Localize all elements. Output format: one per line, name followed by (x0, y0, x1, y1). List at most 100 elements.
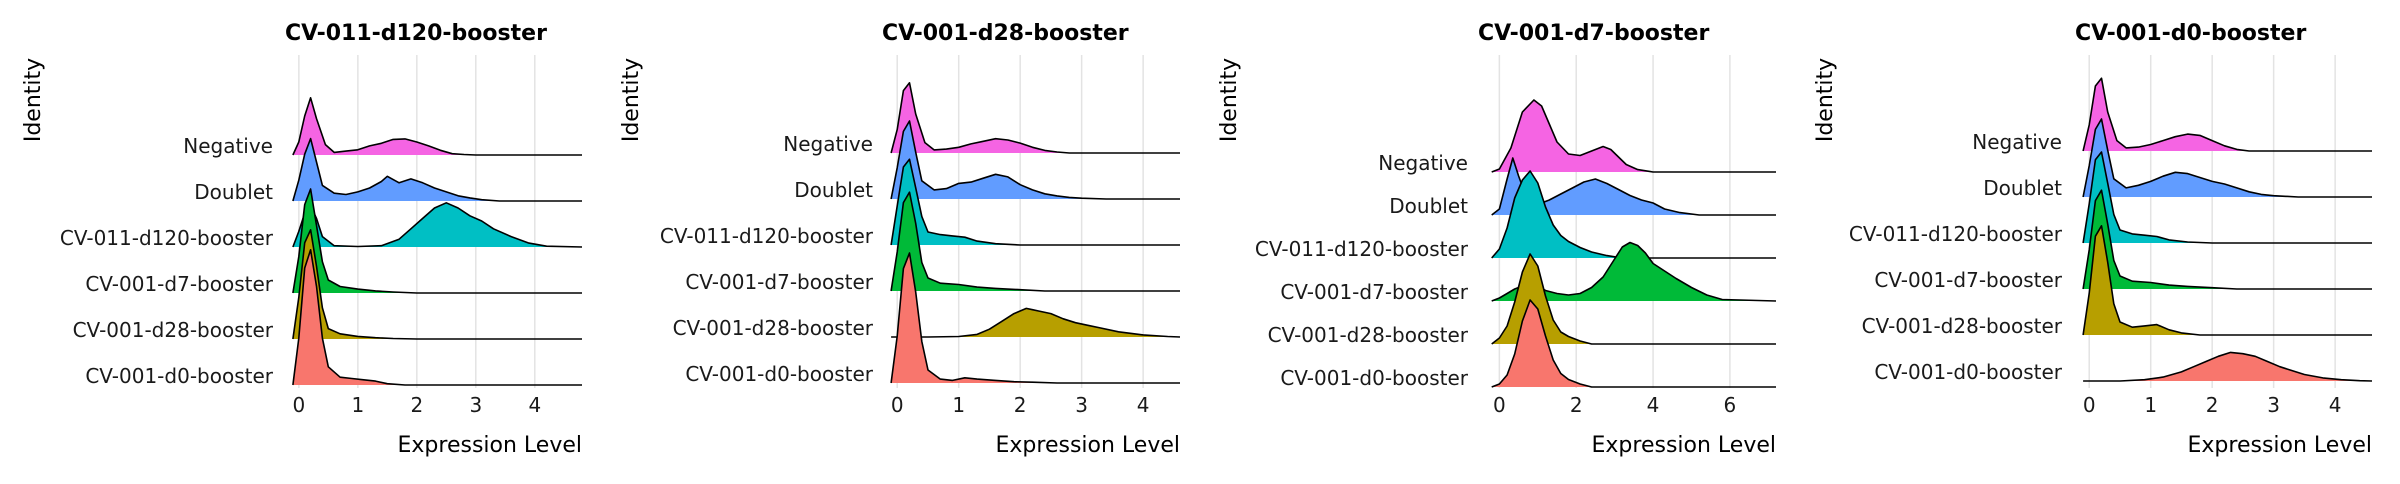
x-tick-label: 3 (1075, 393, 1088, 417)
ridge-area (891, 121, 1180, 199)
ridge-area (891, 308, 1180, 337)
x-tick-label: 1 (952, 393, 965, 417)
x-axis-title: Expression Level (2188, 433, 2373, 458)
category-label: Doublet (1389, 194, 1468, 218)
category-label: CV-001-d28-booster (1862, 314, 2063, 338)
ridge-area (891, 82, 1180, 153)
x-axis-title: Expression Level (996, 433, 1181, 458)
ridge-area (1491, 242, 1776, 301)
category-label: CV-001-d28-booster (673, 316, 874, 340)
x-tick-label: 6 (1724, 393, 1737, 417)
x-tick-label: 0 (292, 393, 305, 417)
ridge-outline (292, 97, 582, 156)
panel-title: CV-011-d120-booster (285, 21, 547, 46)
ridge-outline (292, 188, 582, 294)
category-label: CV-001-d0-booster (1280, 366, 1468, 390)
ridge-area (292, 249, 582, 385)
ridge-outline (292, 137, 582, 202)
ridge-outline (292, 249, 582, 386)
ridge-area (891, 253, 1180, 383)
ridge-area (1491, 100, 1776, 172)
ridge-outline (890, 191, 1180, 292)
category-label: CV-011-d120-booster (1255, 237, 1469, 261)
category-label: CV-001-d7-booster (1874, 268, 2062, 292)
y-axis-title: Identity (619, 58, 644, 142)
x-tick-label: 1 (2144, 393, 2157, 417)
y-axis-title: Identity (1813, 58, 1838, 142)
category-label: CV-001-d0-booster (85, 364, 273, 388)
ridge-outline (890, 158, 1180, 246)
ridge-area (2083, 78, 2372, 151)
ridge-outline (1491, 99, 1776, 173)
ridge-outline (1491, 253, 1776, 345)
x-tick-label: 1 (351, 393, 364, 417)
category-label: CV-011-d120-booster (660, 224, 874, 248)
category-label: Negative (1378, 151, 1468, 175)
category-label: CV-011-d120-booster (1849, 222, 2063, 246)
ridge-outline (2082, 118, 2372, 198)
category-label: Negative (783, 132, 873, 156)
category-label: CV-001-d0-booster (685, 362, 873, 386)
x-tick-label: 0 (891, 393, 904, 417)
ridge-area (292, 202, 582, 247)
y-axis-title: Identity (1217, 58, 1242, 142)
x-axis-title: Expression Level (398, 433, 583, 458)
y-axis-title: Identity (21, 58, 46, 142)
x-tick-label: 2 (410, 393, 423, 417)
category-label: Negative (1972, 130, 2062, 154)
category-label: CV-011-d120-booster (60, 226, 274, 250)
x-tick-label: 4 (528, 393, 541, 417)
category-label: CV-001-d7-booster (1280, 280, 1468, 304)
ridge-area (292, 138, 582, 201)
category-label: Doublet (194, 180, 273, 204)
ridge-outline (1491, 170, 1776, 259)
ridge-outline (292, 229, 582, 340)
x-tick-label: 3 (469, 393, 482, 417)
x-tick-label: 0 (1493, 393, 1506, 417)
ridge-area (292, 189, 582, 293)
x-tick-label: 4 (1137, 393, 1150, 417)
ridge-outline (2082, 77, 2372, 152)
ridge-area (1491, 300, 1776, 387)
category-label: CV-001-d7-booster (685, 270, 873, 294)
x-tick-label: 2 (1570, 393, 1583, 417)
x-axis-title: Expression Level (1592, 433, 1777, 458)
x-tick-label: 4 (1647, 393, 1660, 417)
panel-title: CV-001-d28-booster (882, 21, 1129, 46)
ridge-area (292, 97, 582, 155)
category-label: Doublet (1983, 176, 2062, 200)
ridge-area (891, 192, 1180, 291)
ridge-area (2083, 119, 2372, 197)
category-label: CV-001-d28-booster (1268, 323, 1469, 347)
ridge-area (2083, 352, 2372, 381)
ridge-area (891, 159, 1180, 245)
x-tick-label: 3 (2267, 393, 2280, 417)
category-label: Doublet (794, 178, 873, 202)
ridge-outline (890, 252, 1180, 384)
category-label: CV-001-d28-booster (73, 318, 274, 342)
x-tick-label: 2 (2206, 393, 2219, 417)
category-label: CV-001-d0-booster (1874, 360, 2062, 384)
x-tick-label: 0 (2083, 393, 2096, 417)
category-label: CV-001-d7-booster (85, 272, 273, 296)
ridge-outline (2083, 351, 2373, 382)
ridge-area (2083, 190, 2372, 289)
ridge-area (2083, 152, 2372, 243)
ridge-outline (2082, 151, 2372, 244)
ridge-area (1491, 158, 1776, 215)
ridge-outline (2082, 225, 2372, 336)
ridge-outline (1491, 299, 1776, 388)
panel-title: CV-001-d7-booster (1478, 21, 1709, 46)
ridge-outline (890, 120, 1180, 200)
x-tick-label: 2 (1014, 393, 1027, 417)
ridge-outline (2082, 189, 2372, 290)
panel-title: CV-001-d0-booster (2075, 21, 2306, 46)
ridge-outline (1491, 157, 1776, 216)
x-tick-label: 4 (2329, 393, 2342, 417)
category-label: Negative (183, 134, 273, 158)
ridge-outline (891, 307, 1181, 338)
ridge-outline (890, 82, 1180, 154)
ridge-area (2083, 225, 2372, 335)
